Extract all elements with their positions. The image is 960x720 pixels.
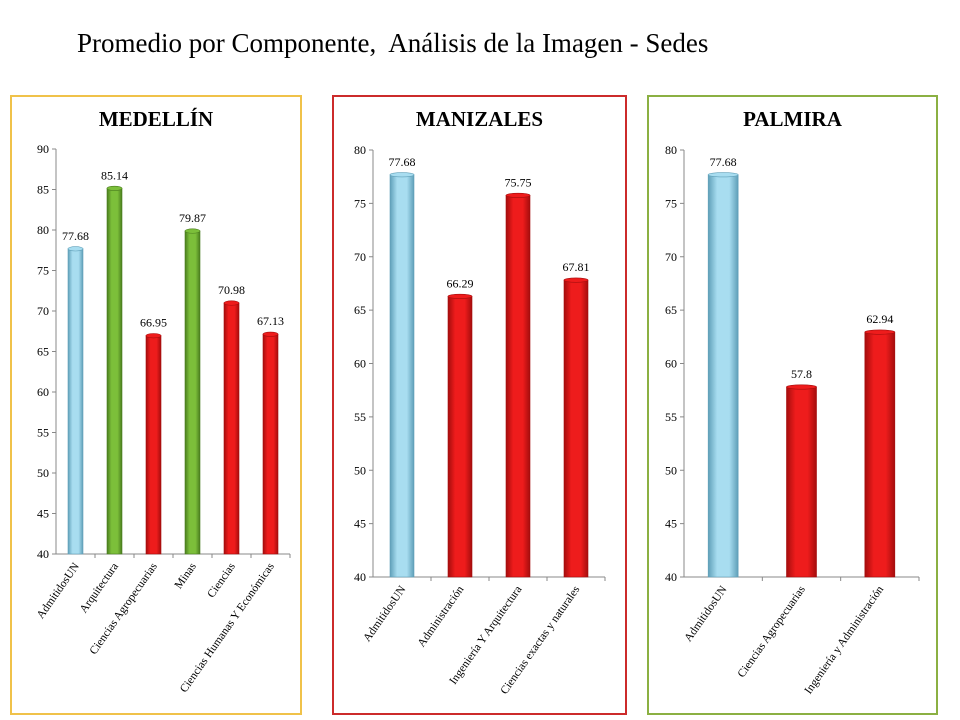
- bar: [563, 279, 589, 578]
- data-label: 75.75: [505, 175, 532, 189]
- y-tick-label: 45: [665, 517, 677, 531]
- bar-cap: [786, 384, 817, 390]
- bar: [447, 296, 473, 578]
- y-tick-label: 55: [37, 426, 49, 440]
- bar-chart-palmira: 40 45 50 55 60 65 70 75 80 77.68 AdmitidosUN 57.8 Ci…: [665, 143, 920, 697]
- bar: [707, 174, 739, 578]
- y-tick-label: 75: [37, 264, 49, 278]
- y-tick-label: 45: [37, 507, 49, 521]
- bar-cap: [389, 172, 415, 178]
- bar-cap: [223, 300, 240, 306]
- bar: [184, 230, 201, 555]
- y-tick-label: 85: [37, 183, 49, 197]
- category-label: AdmitidosUN: [682, 583, 730, 644]
- y-tick-label: 65: [354, 303, 366, 317]
- bar: [67, 248, 84, 555]
- data-label: 70.98: [218, 283, 245, 297]
- y-tick-label: 40: [665, 570, 677, 584]
- category-label: Minas: [173, 560, 200, 591]
- y-tick-label: 70: [354, 250, 366, 264]
- data-label: 79.87: [179, 211, 206, 225]
- y-tick-label: 60: [354, 357, 366, 371]
- chart-panel-palmira: PALMIRA 40 45 50 55 60 65 70 75 80 77.68 Admitidos…: [647, 95, 938, 715]
- data-label: 62.94: [866, 312, 893, 326]
- category-label: Administración: [416, 584, 467, 650]
- category-label: Arquitectura: [78, 561, 121, 615]
- y-tick-label: 75: [665, 196, 677, 210]
- y-tick-label: 90: [37, 142, 49, 156]
- y-tick-label: 80: [37, 223, 49, 237]
- y-tick-label: 50: [665, 463, 677, 477]
- y-tick-label: 65: [665, 303, 677, 317]
- data-label: 77.68: [710, 155, 737, 169]
- bar-cap: [707, 172, 739, 178]
- y-tick-label: 70: [665, 250, 677, 264]
- y-tick-label: 55: [665, 410, 677, 424]
- y-tick-label: 75: [354, 196, 366, 210]
- bar-cap: [262, 331, 279, 337]
- y-tick-label: 80: [354, 143, 366, 157]
- category-label: Ciencias: [205, 560, 238, 600]
- bar: [262, 333, 279, 555]
- data-label: 66.95: [140, 316, 167, 330]
- y-tick-label: 80: [665, 143, 677, 157]
- bar: [223, 302, 240, 555]
- bar-cap: [505, 192, 531, 198]
- category-label: AdmitidosUN: [361, 583, 409, 644]
- y-tick-label: 50: [354, 463, 366, 477]
- chart-title: PALMIRA: [743, 107, 842, 131]
- y-tick-label: 40: [354, 570, 366, 584]
- bar: [389, 174, 415, 578]
- y-tick-label: 65: [37, 345, 49, 359]
- data-label: 66.29: [447, 276, 474, 290]
- category-label: AdmitidosUN: [35, 560, 83, 621]
- data-label: 67.13: [257, 314, 284, 328]
- y-tick-label: 40: [37, 547, 49, 561]
- y-tick-label: 60: [665, 357, 677, 371]
- bar-cap: [106, 185, 123, 191]
- y-tick-label: 60: [37, 385, 49, 399]
- bar-cap: [563, 277, 589, 283]
- bar: [106, 188, 123, 555]
- chart-panel-manizales: MANIZALES 40 45 50 55 60 65 70 75 80 77.68 Admitid…: [332, 95, 627, 715]
- bar-chart-medellin: 40 45 50 55 60 65 70 75 80 85 90 77.68 AdmitidosUN 85…: [35, 142, 291, 695]
- data-label: 77.68: [389, 155, 416, 169]
- bar-cap: [184, 228, 201, 234]
- chart-title: MEDELLÍN: [98, 107, 214, 131]
- y-tick-label: 55: [354, 410, 366, 424]
- y-tick-label: 45: [354, 517, 366, 531]
- bar-chart-manizales: 40 45 50 55 60 65 70 75 80 77.68 AdmitidosUN 66.29 A…: [354, 143, 606, 697]
- data-label: 77.68: [62, 229, 89, 243]
- chart-panel-medellin: MEDELLÍN 40 45 50 55 60 65 70 75 80 85 90 77.68 Admi…: [10, 95, 302, 715]
- page-title: Promedio por Componente, Análisis de la …: [77, 28, 709, 58]
- data-label: 85.14: [101, 168, 128, 182]
- bar: [145, 335, 162, 555]
- bar: [864, 331, 896, 578]
- data-label: 57.8: [791, 367, 812, 381]
- data-label: 67.81: [563, 260, 590, 274]
- bar-cap: [67, 246, 84, 252]
- y-tick-label: 50: [37, 466, 49, 480]
- bar-cap: [864, 329, 896, 335]
- category-label: Ciencias Agropecuarias: [736, 583, 809, 680]
- bar-cap: [447, 293, 473, 299]
- y-tick-label: 70: [37, 304, 49, 318]
- chart-title: MANIZALES: [415, 107, 544, 131]
- bar: [505, 195, 531, 578]
- bar-cap: [145, 333, 162, 339]
- category-label: Ingeniería y Administración: [802, 584, 886, 697]
- bar: [786, 386, 817, 578]
- category-label: Ciencias Agropecuarias: [88, 560, 161, 657]
